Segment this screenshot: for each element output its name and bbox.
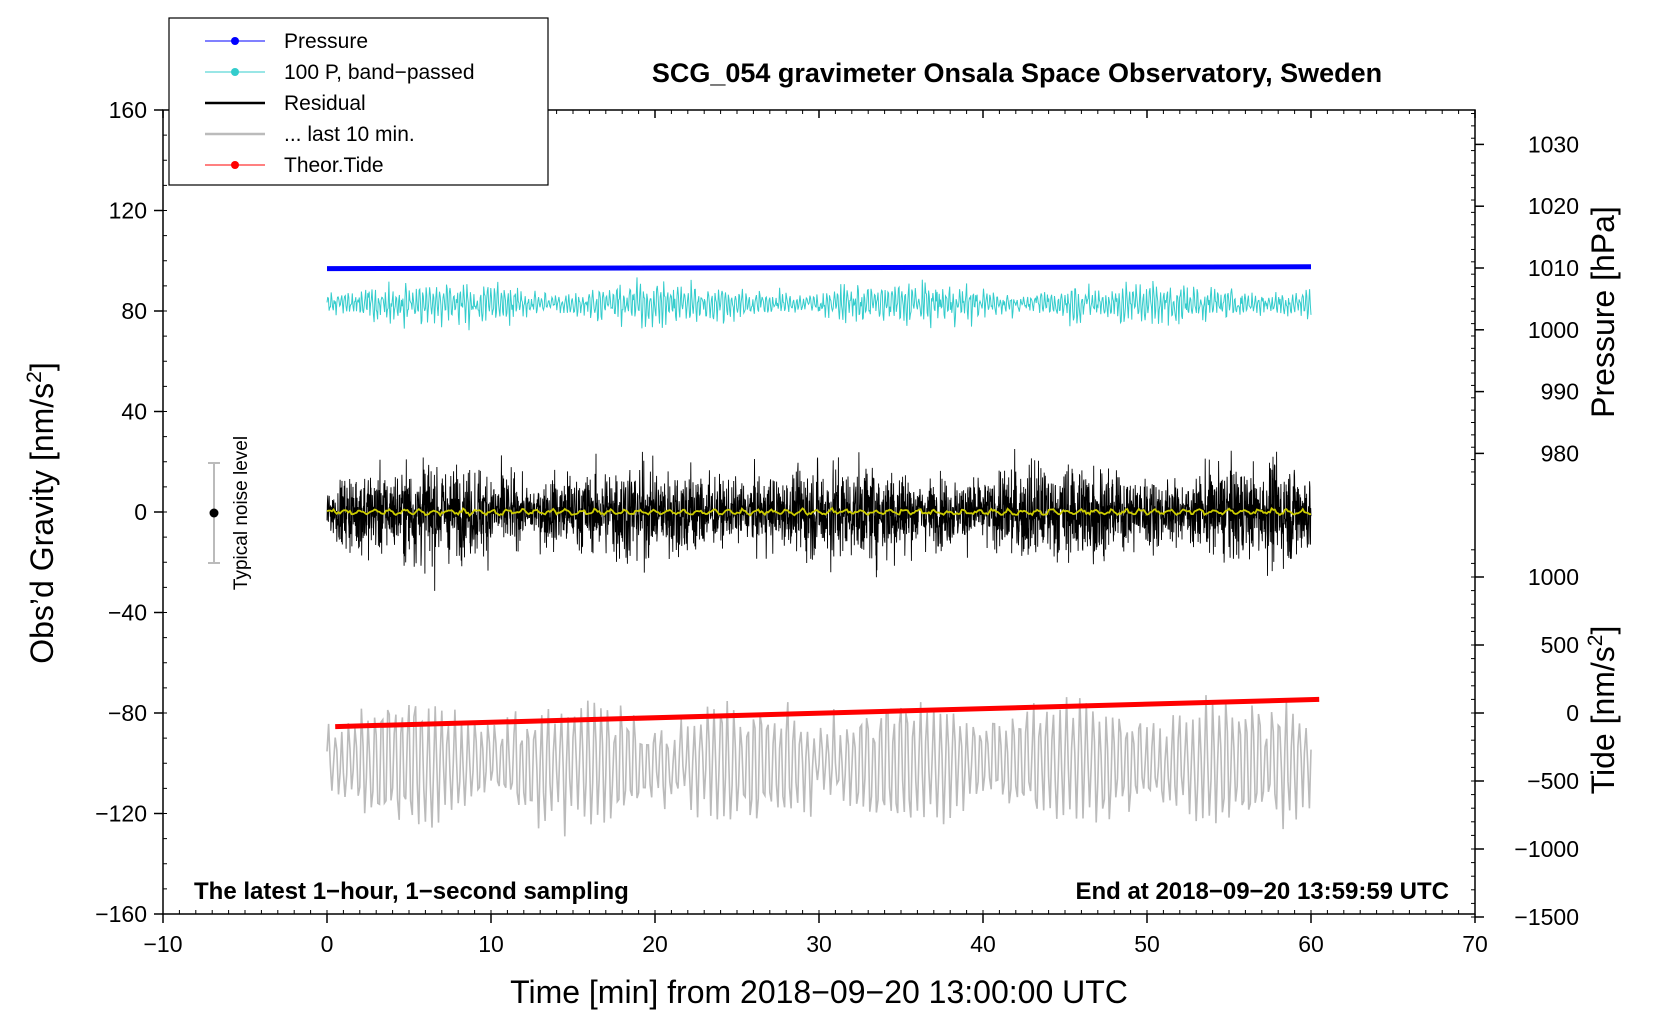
series-last-10-min-line bbox=[326, 695, 1312, 837]
y-left-tick-label: −40 bbox=[108, 600, 147, 626]
x-tick-label: 0 bbox=[321, 931, 334, 957]
series-band-passed-line bbox=[326, 277, 1312, 331]
legend-label: Pressure bbox=[284, 30, 368, 53]
tide-tick-label: −1500 bbox=[1514, 904, 1579, 930]
y-axis-tide-title: Tide [nm/s2] bbox=[1584, 626, 1621, 795]
annotation-sampling: The latest 1−hour, 1−second sampling bbox=[194, 878, 629, 905]
y-left-tick-label: 120 bbox=[109, 198, 147, 224]
x-tick-label: 10 bbox=[478, 931, 504, 957]
y-axis-left-title: Obs’d Gravity [nm/s2] bbox=[23, 362, 60, 664]
x-tick-label: 70 bbox=[1462, 931, 1488, 957]
series-theor-tide-line bbox=[335, 696, 1320, 730]
y-axis-pressure: 1030 1020 1010 1000 990 980 bbox=[1475, 131, 1579, 466]
pressure-tick-label: 1010 bbox=[1528, 255, 1579, 281]
y-axis-tide-title-close: ] bbox=[1585, 626, 1621, 635]
tide-tick-label: 1000 bbox=[1528, 564, 1579, 590]
legend-label: Theor.Tide bbox=[284, 154, 384, 177]
y-axis-left: 160 120 80 40 0 −40 −80 −120 −160 bbox=[95, 97, 163, 927]
tide-tick-label: 0 bbox=[1566, 700, 1579, 726]
y-axis-pressure-title: Pressure [hPa] bbox=[1585, 206, 1621, 418]
x-axis: −10 0 10 20 30 40 50 60 70 bbox=[143, 110, 1488, 957]
pressure-tick-label: 1000 bbox=[1528, 317, 1579, 343]
x-tick-label: 20 bbox=[642, 931, 668, 957]
tide-tick-label: −500 bbox=[1527, 768, 1579, 794]
legend-label: 100 P, band−passed bbox=[284, 61, 475, 84]
y-left-tick-label: −80 bbox=[108, 700, 147, 726]
y-axis-left-title-close: ] bbox=[24, 362, 60, 371]
legend-marker bbox=[231, 161, 239, 169]
y-left-tick-label: −160 bbox=[95, 901, 147, 927]
x-tick-label: 60 bbox=[1298, 931, 1324, 957]
legend-marker bbox=[231, 68, 239, 76]
series-layer bbox=[326, 264, 1320, 837]
y-axis-tide: 1000 500 0 −500 −1000 −1500 bbox=[1475, 564, 1579, 930]
tide-tick-label: 500 bbox=[1541, 632, 1579, 658]
pressure-tick-label: 990 bbox=[1541, 379, 1579, 405]
pressure-tick-label: 1020 bbox=[1528, 193, 1579, 219]
pressure-tick-label: 1030 bbox=[1528, 131, 1579, 157]
series-residual-smoothed-line bbox=[326, 506, 1312, 518]
legend-marker bbox=[231, 37, 239, 45]
x-tick-label: −10 bbox=[143, 931, 182, 957]
y-axis-tide-title-main: Tide [nm/s bbox=[1585, 646, 1621, 794]
legend-label: Residual bbox=[284, 92, 366, 115]
y-axis-left-title-main: Obs’d Gravity [nm/s bbox=[24, 383, 60, 664]
y-left-tick-label: 40 bbox=[121, 399, 147, 425]
y-left-tick-label: 160 bbox=[109, 97, 147, 123]
legend: Pressure 100 P, band−passed Residual ... la… bbox=[168, 17, 549, 186]
noise-level-label: Typical noise level bbox=[231, 436, 252, 590]
pressure-tick-label: 980 bbox=[1541, 440, 1579, 466]
x-tick-label: 40 bbox=[970, 931, 996, 957]
x-tick-label: 30 bbox=[806, 931, 832, 957]
noise-level-indicator: Typical noise level bbox=[208, 436, 252, 590]
legend-box bbox=[168, 17, 549, 186]
y-left-tick-label: 80 bbox=[121, 298, 147, 324]
annotation-end-time: End at 2018−09−20 13:59:59 UTC bbox=[1075, 878, 1449, 905]
x-axis-title: Time [min] from 2018−09−20 13:00:00 UTC bbox=[510, 974, 1128, 1010]
series-residual-line bbox=[326, 448, 1312, 591]
legend-label: ... last 10 min. bbox=[284, 123, 415, 146]
x-tick-label: 50 bbox=[1134, 931, 1160, 957]
y-axis-tide-title-sup: 2 bbox=[1584, 635, 1607, 647]
tide-tick-label: −1000 bbox=[1514, 836, 1579, 862]
chart-title: SCG_054 gravimeter Onsala Space Observat… bbox=[652, 58, 1382, 88]
series-pressure-line bbox=[326, 264, 1312, 272]
noise-bar-dot bbox=[209, 508, 219, 518]
y-left-tick-label: 0 bbox=[134, 499, 147, 525]
y-left-tick-label: −120 bbox=[95, 801, 147, 827]
y-axis-left-title-sup: 2 bbox=[23, 371, 46, 383]
